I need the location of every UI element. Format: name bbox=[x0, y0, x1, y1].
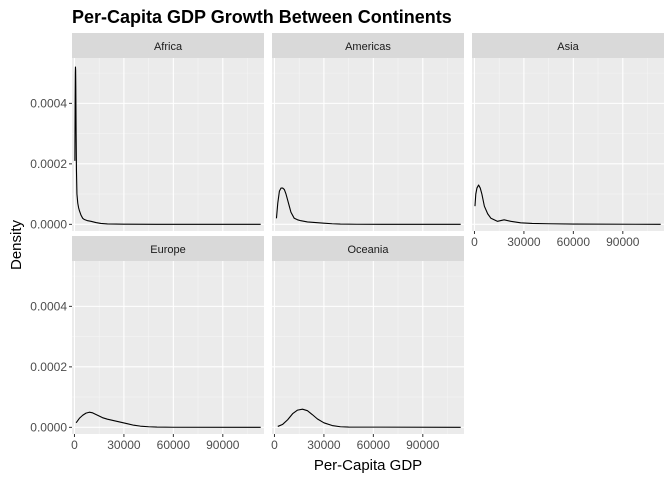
facet-asia: Asia 0 30000 60000 90000 bbox=[471, 33, 664, 249]
x-tick-label: 0 bbox=[271, 438, 278, 452]
facet-strip-label: Americas bbox=[345, 41, 391, 53]
x-tick-label: 90000 bbox=[406, 438, 440, 452]
facet-strip bbox=[472, 33, 664, 58]
x-tick-label: 60000 bbox=[157, 438, 191, 452]
y-tick-label: 0.0004 bbox=[30, 299, 67, 313]
x-tick-label: 60000 bbox=[557, 235, 591, 249]
density-line-oceania bbox=[277, 408, 461, 428]
x-tick-label: 90000 bbox=[606, 235, 640, 249]
panel-background bbox=[272, 261, 464, 434]
facet-strip-label: Asia bbox=[557, 41, 579, 53]
y-tick-label: 0.0000 bbox=[30, 217, 67, 231]
x-tick-label: 90000 bbox=[206, 438, 240, 452]
panel-background bbox=[272, 58, 464, 231]
facet-strip bbox=[272, 33, 464, 58]
y-tick-label: 0.0002 bbox=[30, 157, 67, 171]
facet-strip-label: Africa bbox=[154, 41, 183, 53]
x-tick-label: 0 bbox=[471, 235, 478, 249]
y-tick-label: 0.0002 bbox=[30, 360, 67, 374]
facet-strip-label: Europe bbox=[150, 244, 185, 256]
facet-americas: Americas bbox=[272, 33, 464, 231]
density-line-africa bbox=[74, 66, 261, 225]
x-axis-title: Per-Capita GDP bbox=[314, 457, 422, 474]
y-tick-label: 0.0004 bbox=[30, 96, 67, 110]
chart-title: Per-Capita GDP Growth Between Continents bbox=[72, 7, 452, 27]
facet-africa: Africa 0.0000 0.0002 0.0004 bbox=[30, 33, 264, 231]
density-line-americas bbox=[275, 187, 461, 225]
plot-area: Africa 0.0000 0.0002 0.0004 Americas Asia 0 300… bbox=[30, 33, 664, 452]
density-line-asia bbox=[474, 184, 661, 225]
facet-europe: Europe 0.0000 0.0002 0.0004 0 30000 60000 90000 bbox=[30, 236, 264, 452]
facet-strip bbox=[72, 33, 264, 58]
x-tick-label: 30000 bbox=[507, 235, 541, 249]
panel-background bbox=[72, 58, 264, 231]
density-line-europe bbox=[75, 411, 261, 428]
x-tick-label: 60000 bbox=[357, 438, 391, 452]
x-tick-label: 0 bbox=[71, 438, 78, 452]
x-tick-label: 30000 bbox=[107, 438, 141, 452]
y-axis-title: Density bbox=[8, 219, 25, 270]
facet-strip bbox=[72, 236, 264, 261]
panel-background bbox=[472, 58, 664, 231]
y-tick-label: 0.0000 bbox=[30, 420, 67, 434]
facet-oceania: Oceania 0 30000 60000 90000 bbox=[271, 236, 464, 452]
facet-strip-label: Oceania bbox=[348, 244, 390, 256]
x-tick-label: 30000 bbox=[307, 438, 341, 452]
panel-background bbox=[72, 261, 264, 434]
facet-strip bbox=[272, 236, 464, 261]
